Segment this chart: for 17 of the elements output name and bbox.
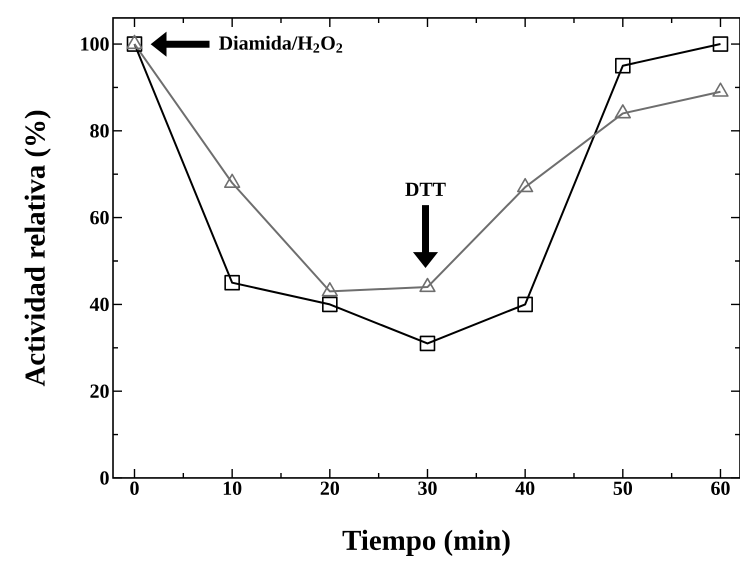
annotation: Diamida/H$_{2}$O$_{2}$ bbox=[219, 36, 342, 53]
x-tick-label: 60 bbox=[711, 482, 730, 495]
x-tick-label: 0 bbox=[130, 482, 139, 495]
annotation: DTT bbox=[405, 182, 446, 196]
y-axis-title: Actividad relativa (%) bbox=[24, 110, 51, 386]
y-tick-label: 40 bbox=[90, 298, 109, 312]
y-tick-label: 100 bbox=[81, 37, 109, 51]
y-tick-label: 0 bbox=[100, 471, 109, 485]
x-axis-title: Tiempo (min) bbox=[342, 530, 510, 556]
y-tick-label: 60 bbox=[90, 210, 109, 224]
x-tick-label: 20 bbox=[320, 482, 340, 495]
x-tick-label: 50 bbox=[614, 482, 632, 495]
x-tick-label: 10 bbox=[224, 482, 242, 495]
x-tick-label: 30 bbox=[418, 482, 437, 495]
x-tick-label: 40 bbox=[515, 482, 534, 495]
y-tick-label: 20 bbox=[90, 384, 109, 398]
y-tick-label: 80 bbox=[90, 124, 109, 138]
